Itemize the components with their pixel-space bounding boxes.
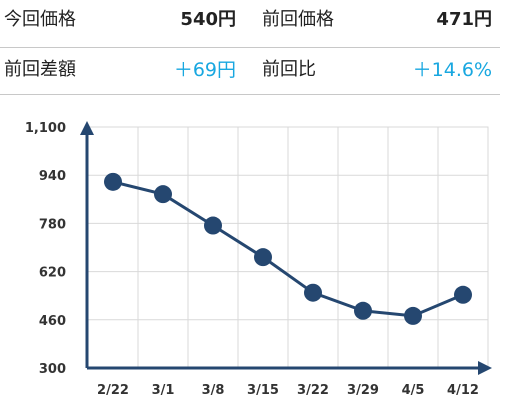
- price-row: 今回価格 540円 前回価格 471円: [0, 0, 500, 48]
- y-tick-label: 1,100: [25, 121, 66, 136]
- y-tick-label: 940: [39, 169, 66, 184]
- ratio-label: 前回比: [262, 59, 316, 80]
- data-point: [354, 301, 372, 320]
- x-tick-label: 3/1: [152, 383, 175, 398]
- y-tick-label: 300: [39, 362, 66, 377]
- current-price-label: 今回価格: [4, 9, 76, 30]
- data-point: [404, 306, 422, 325]
- data-point: [304, 283, 322, 302]
- ratio-value: ＋14.6%: [412, 59, 492, 81]
- x-tick-label: 4/5: [402, 383, 425, 398]
- data-point: [154, 185, 172, 204]
- data-point: [254, 248, 272, 267]
- x-tick-label: 4/12: [447, 383, 479, 398]
- data-point: [104, 172, 122, 191]
- y-tick-label: 780: [39, 217, 66, 232]
- price-line-chart: 300 460 620 780 940 1,100 2/22 3/1 3/8 3/15 3/22 3/…: [25, 121, 492, 398]
- x-tick-label: 2/22: [97, 383, 129, 398]
- diff-label: 前回差額: [4, 59, 76, 80]
- x-tick-label: 3/8: [202, 383, 225, 398]
- price-summary: 今回価格 540円 前回価格 471円 前回差額 ＋69円 前回比 ＋14.6%: [0, 0, 500, 95]
- current-price-value: 540円: [180, 9, 236, 30]
- y-tick-label: 460: [39, 314, 66, 329]
- x-tick-label: 3/29: [347, 383, 379, 398]
- previous-price-value: 471円: [436, 9, 492, 30]
- x-tick-label: 3/15: [247, 383, 279, 398]
- data-point: [454, 285, 472, 304]
- change-row: 前回差額 ＋69円 前回比 ＋14.6%: [0, 47, 500, 95]
- y-tick-label: 620: [39, 266, 66, 281]
- diff-value: ＋69円: [173, 59, 236, 81]
- previous-price-label: 前回価格: [262, 9, 334, 30]
- data-point: [204, 216, 222, 235]
- x-axis-arrow-icon: [478, 361, 492, 375]
- y-axis-arrow-icon: [80, 121, 94, 135]
- x-tick-label: 3/22: [297, 383, 329, 398]
